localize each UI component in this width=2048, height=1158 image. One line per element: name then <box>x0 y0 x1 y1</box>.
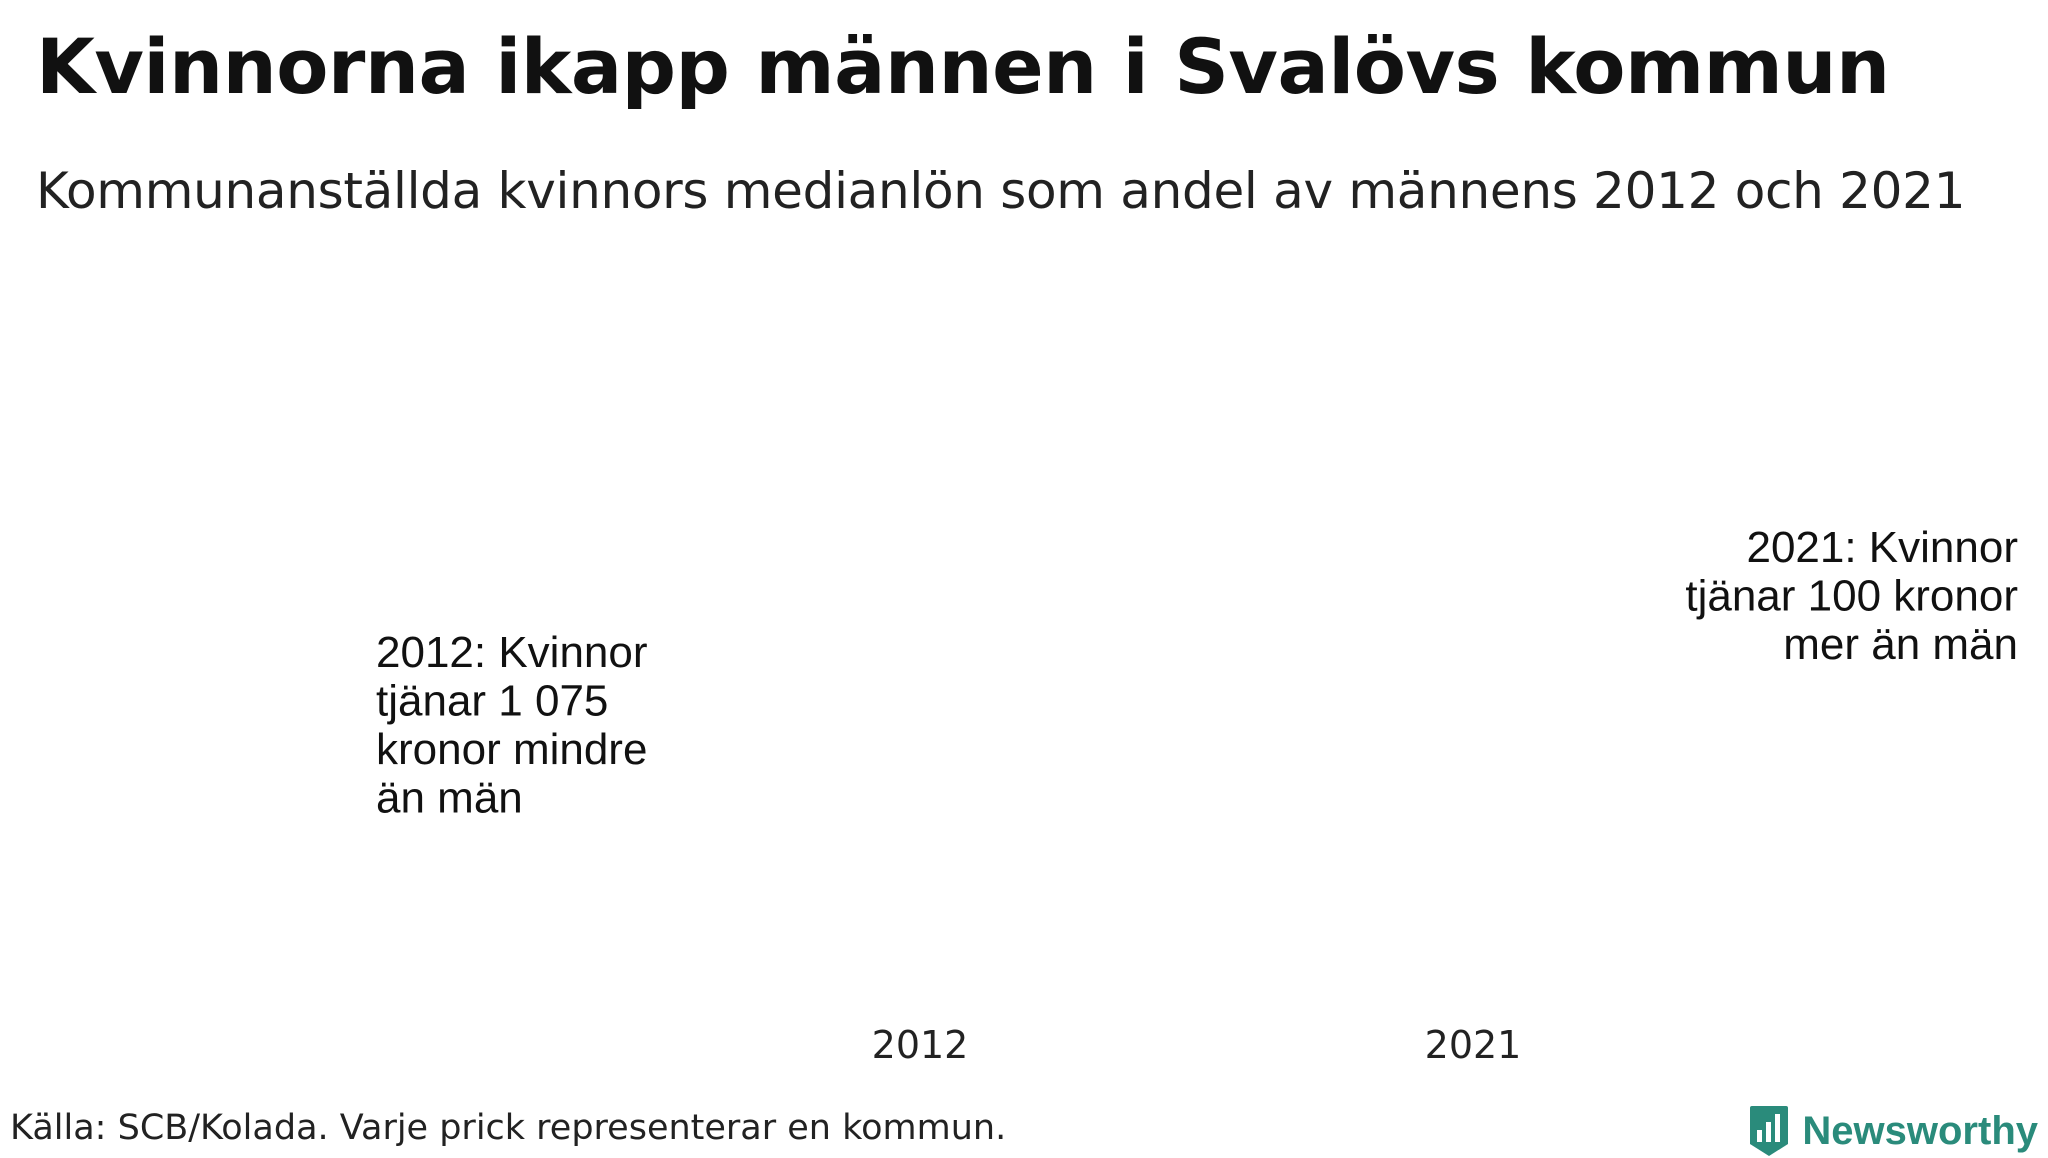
annotation-2021-line: tjänar 100 kronor <box>1685 572 2018 621</box>
beeswarm-chart: 90 %95 %Medianlön män105 %110 % 20122021… <box>376 523 2018 1067</box>
annotation-2021-line: 2021: Kvinnor <box>1746 523 2018 572</box>
x-axis-ticks: 2012 2021 <box>872 1023 1522 1067</box>
newsworthy-logo-icon <box>1750 1106 1789 1156</box>
chart-title: Kvinnorna ikapp männen i Svalövs kommun <box>36 22 1890 111</box>
annotation-2012-line: 2012: Kvinnor <box>376 628 648 677</box>
annotation-2012-line: än män <box>376 774 523 823</box>
annotation-2021-line: mer än män <box>1783 620 2018 669</box>
newsworthy-logo: Newsworthy <box>1748 1104 2038 1158</box>
annotation-2012-line: kronor mindre <box>376 725 647 774</box>
chart-subtitle: Kommunanställda kvinnors medianlön som a… <box>36 162 1966 220</box>
annotation-2012-line: tjänar 1 075 <box>376 677 608 726</box>
newsworthy-logo-text: Newsworthy <box>1802 1108 2038 1153</box>
x-tick-label: 2021 <box>1425 1023 1522 1067</box>
x-tick-label: 2012 <box>872 1023 969 1067</box>
source-note: Källa: SCB/Kolada. Varje prick represent… <box>10 1108 1007 1148</box>
